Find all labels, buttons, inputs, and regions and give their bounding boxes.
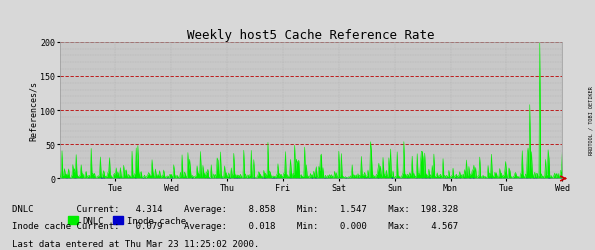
- Text: Last data entered at Thu Mar 23 11:25:02 2000.: Last data entered at Thu Mar 23 11:25:02…: [12, 240, 259, 248]
- Text: Inode cache Current:   0.079    Average:    0.018    Min:    0.000    Max:    4.: Inode cache Current: 0.079 Average: 0.01…: [12, 221, 458, 230]
- Legend: DNLC, Inode cache: DNLC, Inode cache: [64, 212, 190, 229]
- Y-axis label: References/s: References/s: [29, 81, 37, 140]
- Text: RRDTOOL / TOBI OETIKER: RRDTOOL / TOBI OETIKER: [588, 86, 593, 154]
- Title: Weekly host5 Cache Reference Rate: Weekly host5 Cache Reference Rate: [187, 28, 434, 41]
- Text: DNLC        Current:   4.314    Average:    8.858    Min:    1.547    Max:  198.: DNLC Current: 4.314 Average: 8.858 Min: …: [12, 204, 458, 213]
